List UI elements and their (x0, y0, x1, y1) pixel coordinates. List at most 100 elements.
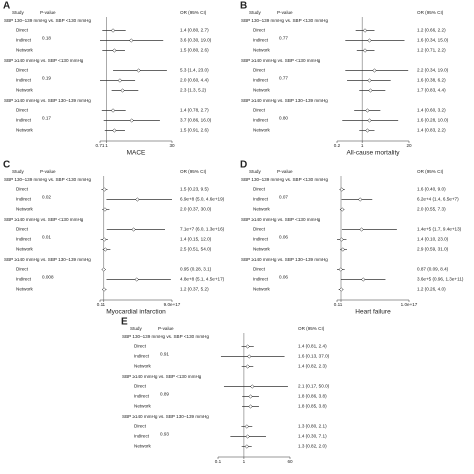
group-label: SBP ≥140 mmHg vs. SBP <130 mmHg (4, 58, 84, 63)
or-marker (368, 88, 373, 93)
row-study: Network (16, 287, 34, 292)
row-p-value: 0.93 (160, 432, 169, 437)
or-marker (248, 404, 253, 409)
row-p-value: 0.07 (279, 195, 288, 200)
row-study: Network (253, 287, 271, 292)
row-study: Direct (16, 28, 29, 33)
row-p-value: 0.91 (160, 352, 169, 357)
group-label: SBP ≥140 mmHg vs. SBP <130 mmHg (241, 217, 321, 222)
row-study: Network (253, 128, 271, 133)
row-or-label: 2.5 (0.51, 54.0) (180, 247, 212, 252)
x-tick-label: 1 (103, 302, 106, 307)
or-marker (340, 207, 345, 212)
row-p-value: 0.17 (42, 116, 51, 121)
row-or-label: 1.4 (0.15, 12.0) (180, 237, 212, 242)
panel-letter: C (3, 160, 10, 171)
row-p-value: 0.02 (42, 195, 51, 200)
group-label: SBP ≥140 mmHg vs. SBP 130–139 mmHg (4, 98, 91, 103)
header-or: OR (95% CI) (180, 169, 207, 174)
x-tick-label: 1 (361, 143, 364, 148)
x-tick-label: 30 (169, 143, 175, 148)
header-p: P-value (40, 10, 56, 15)
row-study: Network (253, 48, 271, 53)
row-or-label: 2.0 (0.55, 7.3) (417, 207, 446, 212)
row-study: Direct (253, 108, 266, 113)
row-p-value: 0.80 (279, 116, 288, 121)
row-or-label: 1.6 (0.38, 6.2) (417, 78, 446, 83)
row-study: Direct (253, 227, 266, 232)
x-tick-label: 9.0e+17 (164, 302, 181, 307)
row-study: Indirect (134, 394, 150, 399)
or-marker (129, 118, 134, 123)
or-marker (365, 108, 370, 113)
x-tick-label: 0.2 (334, 143, 341, 148)
row-or-label: 1.4 (0.82, 2.3) (298, 364, 327, 369)
or-marker (129, 38, 134, 43)
row-p-value: 0.01 (42, 235, 51, 240)
group-label: SBP ≥140 mmHg vs. SBP <130 mmHg (4, 217, 84, 222)
or-marker (101, 287, 107, 292)
row-or-label: 1.6 (0.13, 37.0) (298, 354, 330, 359)
header-study: Study (12, 169, 24, 174)
row-or-label: 1.2 (0.37, 5.2) (180, 287, 209, 292)
row-or-label: 1.2 (0.66, 2.2) (417, 28, 446, 33)
header-or: OR (95% CI) (298, 326, 325, 331)
row-study: Indirect (253, 237, 269, 242)
row-or-label: 1.8 (0.86, 3.8) (298, 394, 327, 399)
row-study: Direct (134, 384, 147, 389)
group-label: SBP 130–139 mmHg vs. SBP <130 mmHg (122, 334, 209, 339)
row-or-label: 1.2 (0.26, 4.0) (417, 287, 446, 292)
x-tick-label: 1 (105, 143, 108, 148)
row-p-value: 0.06 (279, 235, 288, 240)
x-tick-label: 0.71 (96, 143, 105, 148)
row-p-value: 0.89 (160, 392, 169, 397)
row-or-label: 1.6 (0.40, 9.0) (417, 187, 446, 192)
row-study: Network (134, 444, 152, 449)
row-study: Direct (16, 187, 29, 192)
row-or-label: 2.3 (1.3, 5.2) (180, 88, 207, 93)
row-study: Network (16, 88, 34, 93)
group-label: SBP ≥140 mmHg vs. SBP <130 mmHg (122, 374, 202, 379)
row-or-label: 1.2 (0.71, 2.2) (417, 48, 446, 53)
row-or-label: 1.6 (0.34, 15.0) (417, 38, 449, 43)
row-or-label: 1.4 (0.10, 23.0) (417, 237, 449, 242)
row-study: Network (253, 88, 271, 93)
or-marker (103, 247, 108, 252)
row-study: Direct (253, 187, 266, 192)
panel-title: Myocardial infarction (106, 309, 166, 316)
x-tick-label: 1 (340, 302, 343, 307)
row-or-label: 1.5 (0.23, 9.5) (180, 187, 209, 192)
group-label: SBP ≥140 mmHg vs. SBP 130–139 mmHg (122, 414, 209, 419)
row-or-label: 2.0 (0.37, 30.0) (180, 207, 212, 212)
row-or-label: 2.9 (0.59, 31.0) (417, 247, 449, 252)
or-marker (367, 38, 372, 43)
or-marker (367, 78, 372, 83)
or-marker (247, 354, 252, 359)
row-study: Network (253, 247, 271, 252)
row-study: Indirect (16, 38, 32, 43)
header-or: OR (95% CI) (417, 10, 444, 15)
row-study: Direct (16, 227, 29, 232)
row-or-label: 1.6 (0.28, 10.0) (417, 118, 449, 123)
row-or-label: 3.6 (0.30, 19.0) (180, 38, 212, 43)
or-marker (102, 187, 107, 192)
x-tick-label: 1.0e+17 (401, 302, 418, 307)
header-study: Study (130, 326, 142, 331)
or-marker (136, 68, 141, 73)
x-tick-label: 0.1 (97, 302, 104, 307)
row-study: Direct (253, 68, 266, 73)
or-marker (338, 267, 343, 272)
row-study: Indirect (134, 354, 150, 359)
x-tick-label: 1 (243, 459, 246, 464)
row-study: Network (134, 364, 152, 369)
or-marker (117, 78, 123, 83)
row-or-label: 1.4 (0.83, 2.2) (417, 128, 446, 133)
or-marker (131, 227, 136, 232)
header-study: Study (249, 10, 261, 15)
x-tick-label: 0.1 (215, 459, 222, 464)
plot-marks (342, 28, 409, 133)
row-or-label: 7.1e+7 (6.0, 1.3e+16) (180, 227, 225, 232)
row-or-label: 3.6e+5 (0.96, 1.3e+11) (417, 277, 464, 282)
